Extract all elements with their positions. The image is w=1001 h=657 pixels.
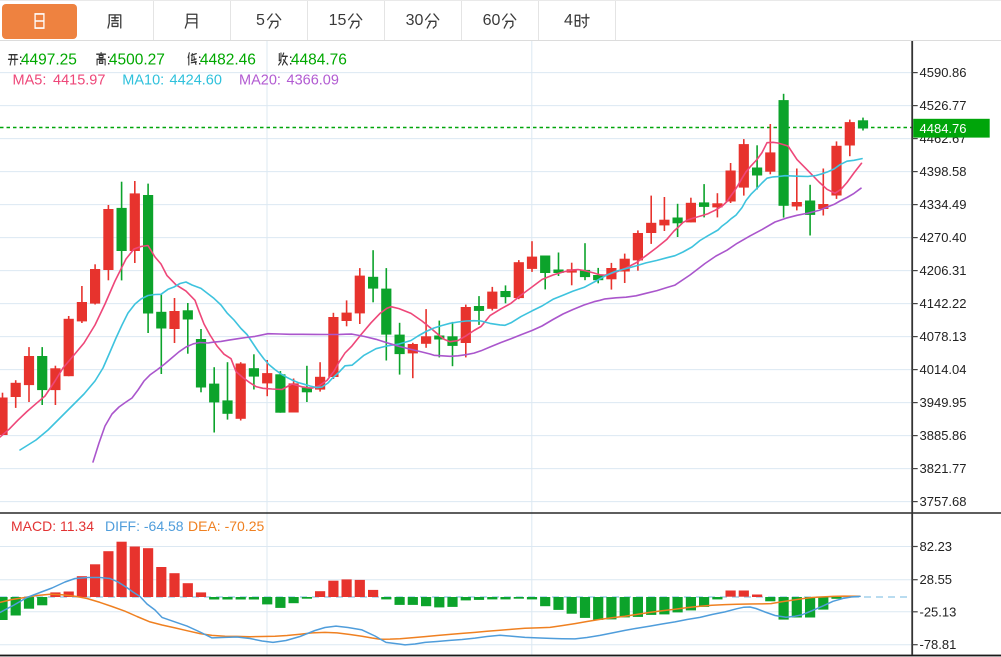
svg-text:82.23: 82.23: [920, 539, 953, 554]
svg-text:4500.27: 4500.27: [109, 51, 165, 68]
svg-text:4206.31: 4206.31: [920, 263, 967, 278]
svg-text:MACD: 11.34: MACD: 11.34: [11, 518, 94, 534]
svg-text:4334.49: 4334.49: [920, 197, 967, 212]
svg-text:4590.86: 4590.86: [920, 65, 967, 80]
svg-text:4424.60: 4424.60: [170, 72, 222, 88]
svg-text:4398.58: 4398.58: [920, 164, 967, 179]
svg-text:MA10:: MA10:: [122, 72, 164, 88]
svg-text:MA5:: MA5:: [13, 72, 47, 88]
svg-text:-78.81: -78.81: [920, 637, 957, 652]
svg-text:3885.86: 3885.86: [920, 428, 967, 443]
svg-text:4142.22: 4142.22: [920, 296, 967, 311]
svg-text::: :: [289, 51, 293, 68]
svg-text:4415.97: 4415.97: [53, 72, 105, 88]
svg-text:DIFF: -64.58: DIFF: -64.58: [105, 518, 184, 534]
svg-text:4526.77: 4526.77: [920, 98, 967, 113]
svg-text:4484.76: 4484.76: [920, 121, 967, 136]
svg-text:3757.68: 3757.68: [920, 494, 967, 509]
svg-text:4014.04: 4014.04: [920, 362, 967, 377]
svg-text:4270.40: 4270.40: [920, 230, 967, 245]
svg-text:4482.46: 4482.46: [200, 51, 256, 68]
svg-text:3949.95: 3949.95: [920, 395, 967, 410]
svg-text:DEA: -70.25: DEA: -70.25: [188, 518, 264, 534]
svg-text::: :: [19, 51, 23, 68]
svg-text:MA20:: MA20:: [239, 72, 281, 88]
svg-text::: :: [198, 51, 202, 68]
svg-text::: :: [107, 51, 111, 68]
svg-text:3821.77: 3821.77: [920, 461, 967, 476]
svg-text:4366.09: 4366.09: [287, 72, 339, 88]
svg-text:4078.13: 4078.13: [920, 329, 967, 344]
svg-text:28.55: 28.55: [920, 572, 953, 587]
svg-text:-25.13: -25.13: [920, 604, 957, 619]
svg-text:4484.76: 4484.76: [291, 51, 347, 68]
svg-text:4497.25: 4497.25: [21, 51, 77, 68]
